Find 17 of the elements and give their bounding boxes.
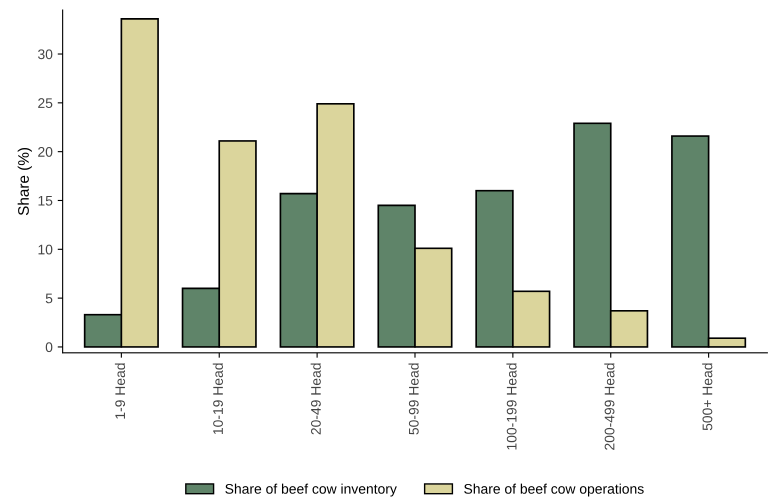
legend-label: Share of beef cow inventory	[225, 484, 397, 497]
y-tick-label: 10	[38, 244, 52, 254]
x-tick-label: 1-9 Head	[114, 363, 126, 419]
x-tick-label: 100-199 Head	[506, 363, 517, 450]
x-tick-label: 50-99 Head	[408, 363, 419, 435]
y-tick-label: 5	[46, 294, 52, 304]
y-tick-label: 0	[46, 342, 52, 352]
x-tick-label: 500+ Head	[702, 363, 712, 430]
x-tick-label: 200-499 Head	[604, 363, 614, 450]
y-tick-label: 25	[38, 98, 52, 108]
x-tick-label: 10-19 Head	[212, 363, 223, 434]
y-tick-label: 15	[38, 196, 52, 206]
legend-label: Share of beef cow operations	[464, 484, 644, 497]
y-tick-label: 30	[38, 49, 52, 60]
y-tick-label: 20	[38, 146, 52, 157]
y-axis-title: Share (%)	[18, 148, 32, 216]
x-tick-label: 20-49 Head	[310, 363, 321, 434]
